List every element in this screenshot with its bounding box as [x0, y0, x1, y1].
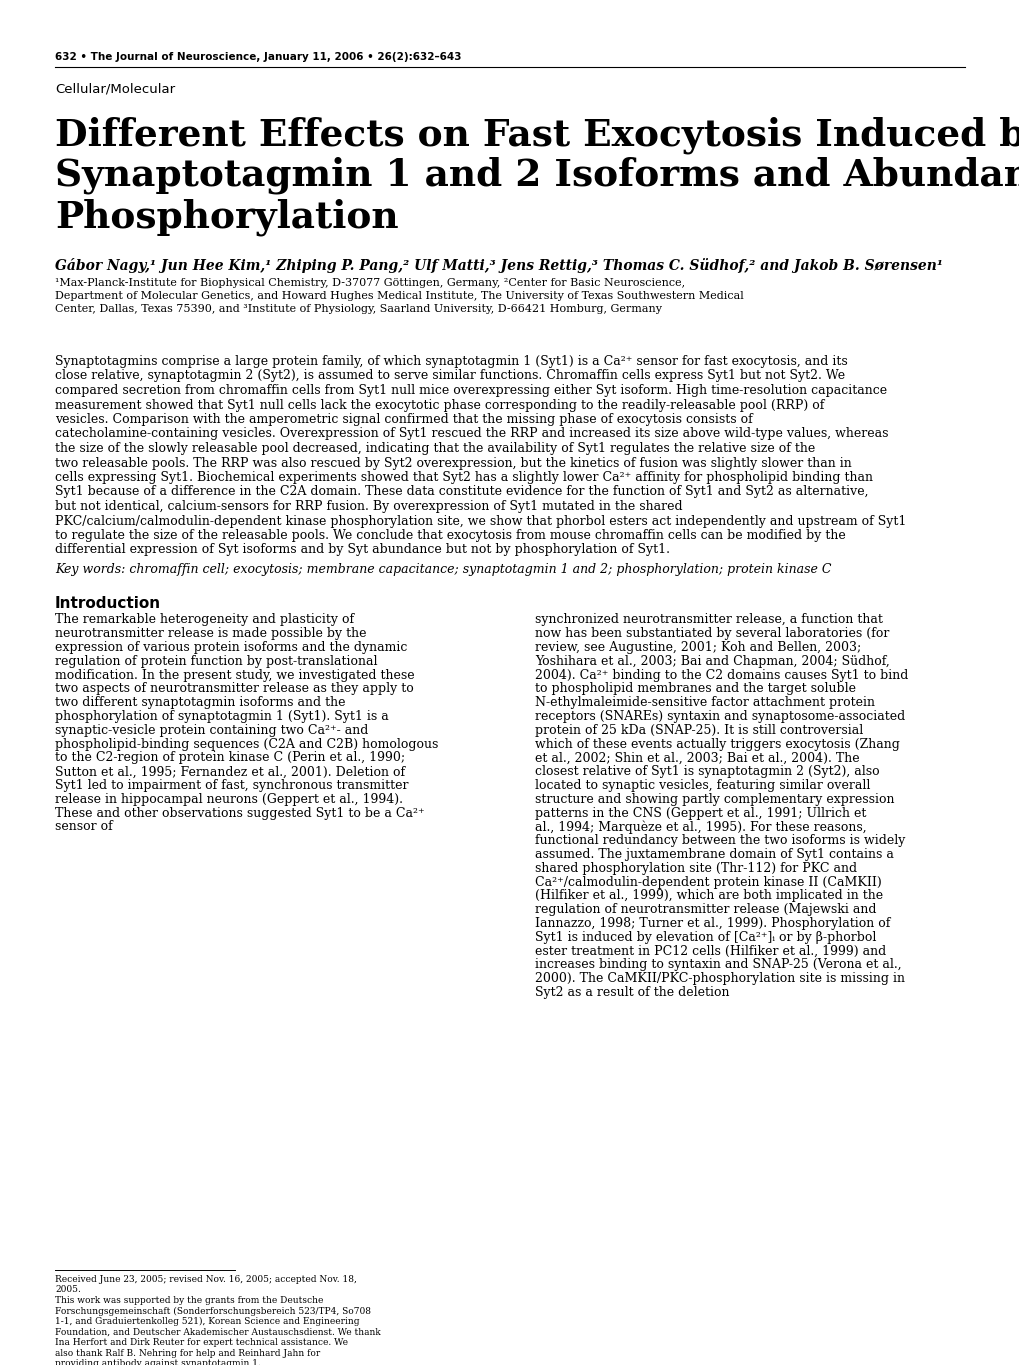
Text: et al., 2002; Shin et al., 2003; Bai et al., 2004). The: et al., 2002; Shin et al., 2003; Bai et … — [535, 752, 859, 764]
Text: al., 1994; Marquèze et al., 1995). For these reasons,: al., 1994; Marquèze et al., 1995). For t… — [535, 820, 866, 834]
Text: vesicles. Comparison with the amperometric signal confirmed that the missing pha: vesicles. Comparison with the amperometr… — [55, 414, 752, 426]
Text: N-ethylmaleimide-sensitive factor attachment protein: N-ethylmaleimide-sensitive factor attach… — [535, 696, 874, 710]
Text: close relative, synaptotagmin 2 (Syt2), is assumed to serve similar functions. C: close relative, synaptotagmin 2 (Syt2), … — [55, 370, 845, 382]
Text: but not identical, calcium-sensors for RRP fusion. By overexpression of Syt1 mut: but not identical, calcium-sensors for R… — [55, 500, 682, 513]
Text: Syt2 as a result of the deletion: Syt2 as a result of the deletion — [535, 986, 729, 999]
Text: Syt1 is induced by elevation of [Ca²⁺]ᵢ or by β-phorbol: Syt1 is induced by elevation of [Ca²⁺]ᵢ … — [535, 931, 875, 945]
Text: Syt1 led to impairment of fast, synchronous transmitter: Syt1 led to impairment of fast, synchron… — [55, 779, 408, 792]
Text: Syt1 because of a difference in the C2A domain. These data constitute evidence f: Syt1 because of a difference in the C2A … — [55, 486, 867, 498]
Text: neurotransmitter release is made possible by the: neurotransmitter release is made possibl… — [55, 628, 366, 640]
Text: providing antibody against synaptotagmin 1.: providing antibody against synaptotagmin… — [55, 1360, 261, 1365]
Text: release in hippocampal neurons (Geppert et al., 1994).: release in hippocampal neurons (Geppert … — [55, 793, 403, 805]
Text: cells expressing Syt1. Biochemical experiments showed that Syt2 has a slightly l: cells expressing Syt1. Biochemical exper… — [55, 471, 872, 485]
Text: regulation of protein function by post-translational: regulation of protein function by post-t… — [55, 655, 377, 667]
Text: expression of various protein isoforms and the dynamic: expression of various protein isoforms a… — [55, 642, 407, 654]
Text: Department of Molecular Genetics, and Howard Hughes Medical Institute, The Unive: Department of Molecular Genetics, and Ho… — [55, 291, 743, 302]
Text: shared phosphorylation site (Thr-112) for PKC and: shared phosphorylation site (Thr-112) fo… — [535, 861, 856, 875]
Text: 1-1, and Graduiertenkolleg 521), Korean Science and Engineering: 1-1, and Graduiertenkolleg 521), Korean … — [55, 1317, 359, 1327]
Text: Received June 23, 2005; revised Nov. 16, 2005; accepted Nov. 18,: Received June 23, 2005; revised Nov. 16,… — [55, 1275, 357, 1284]
Text: differential expression of Syt isoforms and by Syt abundance but not by phosphor: differential expression of Syt isoforms … — [55, 543, 669, 557]
Text: 2004). Ca²⁺ binding to the C2 domains causes Syt1 to bind: 2004). Ca²⁺ binding to the C2 domains ca… — [535, 669, 908, 681]
Text: compared secretion from chromaffin cells from Syt1 null mice overexpressing eith: compared secretion from chromaffin cells… — [55, 384, 887, 397]
Text: to phospholipid membranes and the target soluble: to phospholipid membranes and the target… — [535, 682, 855, 696]
Text: Phosphorylation: Phosphorylation — [55, 198, 398, 236]
Text: Ina Herfort and Dirk Reuter for expert technical assistance. We: Ina Herfort and Dirk Reuter for expert t… — [55, 1338, 347, 1347]
Text: closest relative of Syt1 is synaptotagmin 2 (Syt2), also: closest relative of Syt1 is synaptotagmi… — [535, 766, 878, 778]
Text: review, see Augustine, 2001; Koh and Bellen, 2003;: review, see Augustine, 2001; Koh and Bel… — [535, 642, 860, 654]
Text: Cellular/Molecular: Cellular/Molecular — [55, 82, 175, 96]
Text: modification. In the present study, we investigated these: modification. In the present study, we i… — [55, 669, 414, 681]
Text: patterns in the CNS (Geppert et al., 1991; Ullrich et: patterns in the CNS (Geppert et al., 199… — [535, 807, 865, 820]
Text: Iannazzo, 1998; Turner et al., 1999). Phosphorylation of: Iannazzo, 1998; Turner et al., 1999). Ph… — [535, 917, 890, 930]
Text: Different Effects on Fast Exocytosis Induced by: Different Effects on Fast Exocytosis Ind… — [55, 116, 1019, 153]
Text: (Hilfiker et al., 1999), which are both implicated in the: (Hilfiker et al., 1999), which are both … — [535, 890, 882, 902]
Text: receptors (SNAREs) syntaxin and synaptosome-associated: receptors (SNAREs) syntaxin and synaptos… — [535, 710, 905, 723]
Text: phosphorylation of synaptotagmin 1 (Syt1). Syt1 is a: phosphorylation of synaptotagmin 1 (Syt1… — [55, 710, 388, 723]
Text: regulation of neurotransmitter release (Majewski and: regulation of neurotransmitter release (… — [535, 904, 875, 916]
Text: phospholipid-binding sequences (C2A and C2B) homologous: phospholipid-binding sequences (C2A and … — [55, 737, 438, 751]
Text: protein of 25 kDa (SNAP-25). It is still controversial: protein of 25 kDa (SNAP-25). It is still… — [535, 723, 862, 737]
Text: synaptic-vesicle protein containing two Ca²⁺- and: synaptic-vesicle protein containing two … — [55, 723, 368, 737]
Text: 2005.: 2005. — [55, 1286, 81, 1294]
Text: assumed. The juxtamembrane domain of Syt1 contains a: assumed. The juxtamembrane domain of Syt… — [535, 848, 893, 861]
Text: ¹Max-Planck-Institute for Biophysical Chemistry, D-37077 Göttingen, Germany, ²Ce: ¹Max-Planck-Institute for Biophysical Ch… — [55, 278, 685, 288]
Text: Forschungsgemeinschaft (Sonderforschungsbereich 523/TP4, So708: Forschungsgemeinschaft (Sonderforschungs… — [55, 1306, 371, 1316]
Text: Foundation, and Deutscher Akademischer Austauschsdienst. We thank: Foundation, and Deutscher Akademischer A… — [55, 1328, 380, 1336]
Text: The remarkable heterogeneity and plasticity of: The remarkable heterogeneity and plastic… — [55, 613, 354, 627]
Text: Ca²⁺/calmodulin-dependent protein kinase II (CaMKII): Ca²⁺/calmodulin-dependent protein kinase… — [535, 876, 880, 889]
Text: 2000). The CaMKII/PKC-phosphorylation site is missing in: 2000). The CaMKII/PKC-phosphorylation si… — [535, 972, 904, 986]
Text: two aspects of neurotransmitter release as they apply to: two aspects of neurotransmitter release … — [55, 682, 414, 696]
Text: also thank Ralf B. Nehring for help and Reinhard Jahn for: also thank Ralf B. Nehring for help and … — [55, 1349, 320, 1358]
Text: Synaptotagmin 1 and 2 Isoforms and Abundance But Not by: Synaptotagmin 1 and 2 Isoforms and Abund… — [55, 157, 1019, 194]
Text: Center, Dallas, Texas 75390, and ³Institute of Physiology, Saarland University, : Center, Dallas, Texas 75390, and ³Instit… — [55, 304, 661, 314]
Text: Key words: chromaffin cell; exocytosis; membrane capacitance; synaptotagmin 1 an: Key words: chromaffin cell; exocytosis; … — [55, 562, 830, 576]
Text: two releasable pools. The RRP was also rescued by Syt2 overexpression, but the k: two releasable pools. The RRP was also r… — [55, 456, 851, 470]
Text: Sutton et al., 1995; Fernandez et al., 2001). Deletion of: Sutton et al., 1995; Fernandez et al., 2… — [55, 766, 405, 778]
Text: now has been substantiated by several laboratories (for: now has been substantiated by several la… — [535, 628, 889, 640]
Text: sensor of: sensor of — [55, 820, 113, 834]
Text: catecholamine-containing vesicles. Overexpression of Syt1 rescued the RRP and in: catecholamine-containing vesicles. Overe… — [55, 427, 888, 441]
Text: Yoshihara et al., 2003; Bai and Chapman, 2004; Südhof,: Yoshihara et al., 2003; Bai and Chapman,… — [535, 655, 889, 667]
Text: functional redundancy between the two isoforms is widely: functional redundancy between the two is… — [535, 834, 905, 848]
Text: structure and showing partly complementary expression: structure and showing partly complementa… — [535, 793, 894, 805]
Text: This work was supported by the grants from the Deutsche: This work was supported by the grants fr… — [55, 1295, 323, 1305]
Text: 632 • The Journal of Neuroscience, January 11, 2006 • 26(2):632–643: 632 • The Journal of Neuroscience, Janua… — [55, 52, 461, 61]
Text: ester treatment in PC12 cells (Hilfiker et al., 1999) and: ester treatment in PC12 cells (Hilfiker … — [535, 945, 886, 958]
Text: Gábor Nagy,¹ Jun Hee Kim,¹ Zhiping P. Pang,² Ulf Matti,³ Jens Rettig,³ Thomas C.: Gábor Nagy,¹ Jun Hee Kim,¹ Zhiping P. Pa… — [55, 258, 943, 273]
Text: measurement showed that Syt1 null cells lack the exocytotic phase corresponding : measurement showed that Syt1 null cells … — [55, 399, 823, 411]
Text: PKC/calcium/calmodulin-dependent kinase phosphorylation site, we show that phorb: PKC/calcium/calmodulin-dependent kinase … — [55, 515, 906, 527]
Text: increases binding to syntaxin and SNAP-25 (Verona et al.,: increases binding to syntaxin and SNAP-2… — [535, 958, 901, 972]
Text: to the C2-region of protein kinase C (Perin et al., 1990;: to the C2-region of protein kinase C (Pe… — [55, 752, 405, 764]
Text: two different synaptotagmin isoforms and the: two different synaptotagmin isoforms and… — [55, 696, 345, 710]
Text: synchronized neurotransmitter release, a function that: synchronized neurotransmitter release, a… — [535, 613, 882, 627]
Text: Introduction: Introduction — [55, 595, 161, 610]
Text: These and other observations suggested Syt1 to be a Ca²⁺: These and other observations suggested S… — [55, 807, 424, 820]
Text: which of these events actually triggers exocytosis (Zhang: which of these events actually triggers … — [535, 737, 899, 751]
Text: Synaptotagmins comprise a large protein family, of which synaptotagmin 1 (Syt1) : Synaptotagmins comprise a large protein … — [55, 355, 847, 369]
Text: to regulate the size of the releasable pools. We conclude that exocytosis from m: to regulate the size of the releasable p… — [55, 530, 845, 542]
Text: the size of the slowly releasable pool decreased, indicating that the availabili: the size of the slowly releasable pool d… — [55, 442, 814, 455]
Text: located to synaptic vesicles, featuring similar overall: located to synaptic vesicles, featuring … — [535, 779, 869, 792]
